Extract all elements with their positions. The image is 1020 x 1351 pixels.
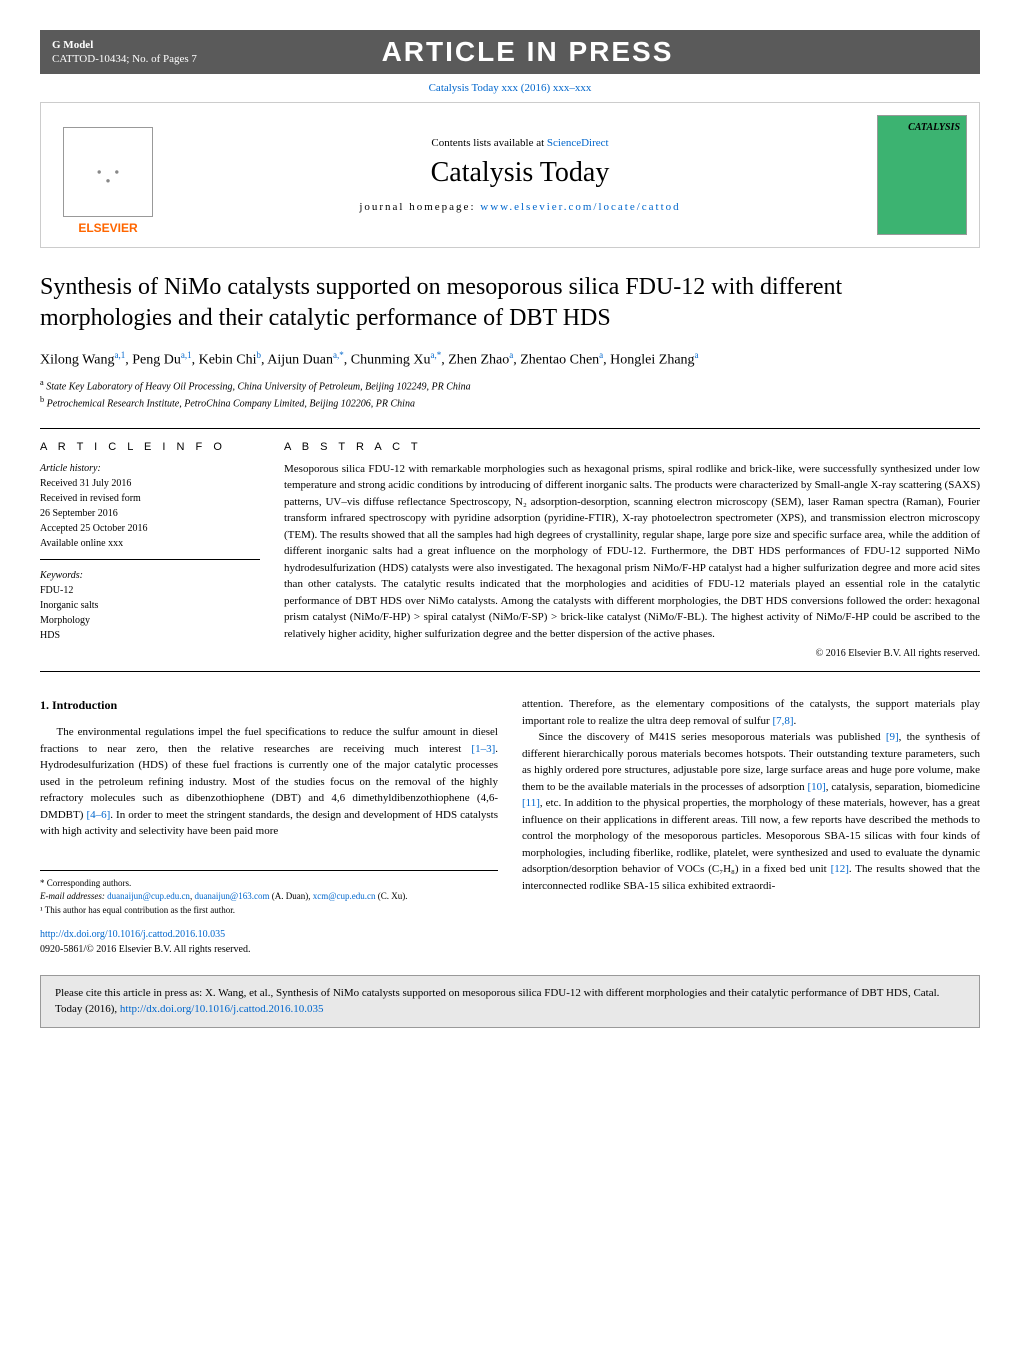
- history-label: Article history:: [40, 461, 260, 476]
- abstract-heading: A B S T R A C T: [284, 441, 980, 453]
- keyword-2: Morphology: [40, 613, 260, 628]
- top-citation-anchor[interactable]: Catalysis Today xxx (2016) xxx–xxx: [429, 82, 592, 94]
- abstract-text: Mesoporous silica FDU-12 with remarkable…: [284, 461, 980, 643]
- history-line-3: Accepted 25 October 2016: [40, 521, 260, 536]
- affiliation-b: b Petrochemical Research Institute, Petr…: [40, 394, 980, 411]
- keyword-0: FDU-12: [40, 583, 260, 598]
- journal-cover-title: CATALYSIS: [884, 122, 960, 133]
- email-2[interactable]: duanaijun@163.com: [194, 891, 269, 901]
- intro-col1-p1: The environmental regulations impel the …: [40, 724, 498, 840]
- email-label: E-mail addresses:: [40, 891, 107, 901]
- affiliation-b-text: Petrochemical Research Institute, PetroC…: [47, 399, 415, 410]
- elsevier-text: ELSEVIER: [78, 221, 137, 235]
- keyword-1: Inorganic salts: [40, 598, 260, 613]
- history-line-1: Received in revised form: [40, 491, 260, 506]
- column-right: attention. Therefore, as the elementary …: [522, 696, 980, 957]
- keyword-3: HDS: [40, 628, 260, 643]
- equal-contribution-note: ¹ This author has equal contribution as …: [40, 904, 498, 918]
- article-in-press-banner: ARTICLE IN PRESS: [382, 36, 674, 68]
- intro-col2-p1: attention. Therefore, as the elementary …: [522, 696, 980, 729]
- homepage-link[interactable]: www.elsevier.com/locate/cattod: [480, 201, 680, 213]
- elsevier-logo: ELSEVIER: [53, 115, 163, 235]
- gmodel-label: G Model: [52, 38, 197, 52]
- corresponding-authors: * Corresponding authors.: [40, 877, 498, 891]
- footer-issn: 0920-5861/© 2016 Elsevier B.V. All right…: [40, 944, 250, 955]
- history-line-0: Received 31 July 2016: [40, 476, 260, 491]
- main-two-column: 1. Introduction The environmental regula…: [40, 696, 980, 957]
- history-line-2: 26 September 2016: [40, 506, 260, 521]
- contents-list: Contents lists available at ScienceDirec…: [163, 137, 877, 149]
- keywords-block: Keywords: FDU-12 Inorganic salts Morphol…: [40, 568, 260, 643]
- journal-header: ELSEVIER Contents lists available at Sci…: [40, 102, 980, 248]
- intro-col2-p2: Since the discovery of M41S series mesop…: [522, 729, 980, 894]
- email-3[interactable]: xcm@cup.edu.cn: [313, 891, 376, 901]
- article-title: Synthesis of NiMo catalysts supported on…: [40, 272, 980, 334]
- top-citation-link: Catalysis Today xxx (2016) xxx–xxx: [40, 82, 980, 94]
- article-info-heading: A R T I C L E I N F O: [40, 441, 260, 453]
- journal-name: Catalysis Today: [163, 157, 877, 189]
- history-line-4: Available online xxx: [40, 536, 260, 551]
- introduction-heading: 1. Introduction: [40, 696, 498, 714]
- please-cite-box: Please cite this article in press as: X.…: [40, 975, 980, 1028]
- header-banner: G Model CATTOD-10434; No. of Pages 7 ART…: [40, 30, 980, 74]
- email-line: E-mail addresses: duanaijun@cup.edu.cn, …: [40, 890, 498, 904]
- journal-homepage: journal homepage: www.elsevier.com/locat…: [163, 201, 877, 213]
- homepage-label: journal homepage:: [359, 201, 480, 213]
- footnotes: * Corresponding authors. E-mail addresse…: [40, 870, 498, 918]
- gmodel-ref: CATTOD-10434; No. of Pages 7: [52, 52, 197, 66]
- elsevier-tree-icon: [63, 127, 153, 217]
- affiliations: a State Key Laboratory of Heavy Oil Proc…: [40, 377, 980, 412]
- footer-doi-block: http://dx.doi.org/10.1016/j.cattod.2016.…: [40, 927, 498, 957]
- contents-text: Contents lists available at: [431, 137, 546, 149]
- footer-doi-link[interactable]: http://dx.doi.org/10.1016/j.cattod.2016.…: [40, 929, 225, 940]
- cite-doi-link[interactable]: http://dx.doi.org/10.1016/j.cattod.2016.…: [120, 1003, 324, 1015]
- column-left: 1. Introduction The environmental regula…: [40, 696, 498, 957]
- gmodel-block: G Model CATTOD-10434; No. of Pages 7: [52, 38, 197, 67]
- affiliation-a-text: State Key Laboratory of Heavy Oil Proces…: [46, 381, 470, 392]
- abstract-copyright: © 2016 Elsevier B.V. All rights reserved…: [284, 648, 980, 659]
- article-history-block: Article history: Received 31 July 2016 R…: [40, 461, 260, 560]
- email-1[interactable]: duanaijun@cup.edu.cn: [107, 891, 190, 901]
- affiliation-a: a State Key Laboratory of Heavy Oil Proc…: [40, 377, 980, 394]
- abstract-block: A B S T R A C T Mesoporous silica FDU-12…: [284, 441, 980, 660]
- sciencedirect-link[interactable]: ScienceDirect: [547, 137, 609, 149]
- journal-center: Contents lists available at ScienceDirec…: [163, 137, 877, 213]
- authors-list: Xilong Wanga,1, Peng Dua,1, Kebin Chib, …: [40, 350, 980, 369]
- journal-cover-thumbnail: CATALYSIS: [877, 115, 967, 235]
- keywords-label: Keywords:: [40, 568, 260, 583]
- article-info-sidebar: A R T I C L E I N F O Article history: R…: [40, 441, 260, 660]
